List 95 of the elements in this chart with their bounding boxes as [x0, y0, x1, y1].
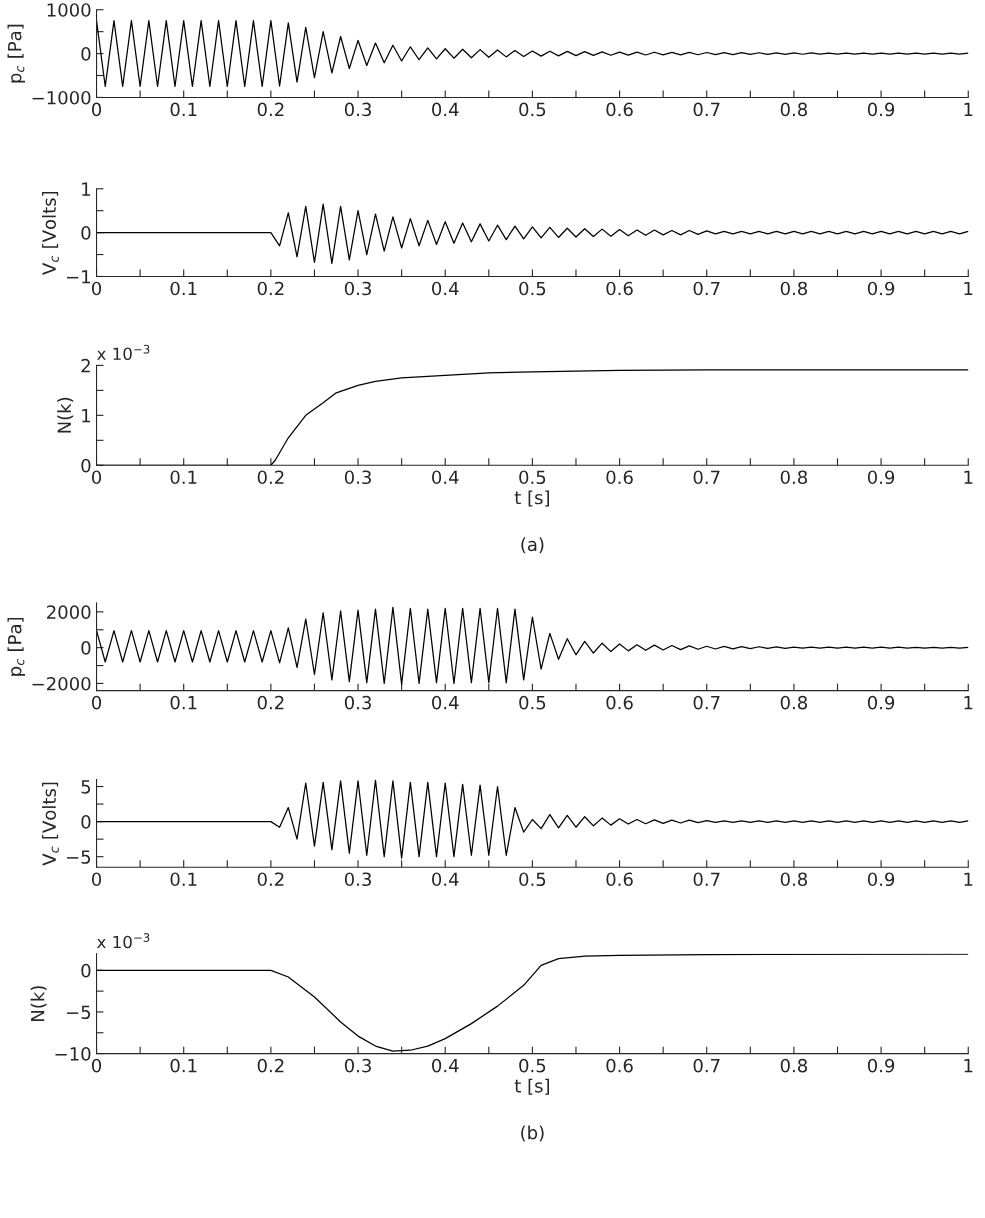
x-tick-label: 1 — [964, 470, 973, 484]
y-tick-label: 2 — [81, 358, 90, 373]
x-tick-label: 0.5 — [519, 1058, 546, 1073]
x-tick-label: 0.1 — [170, 1058, 197, 1073]
x-tick-label: 0.8 — [780, 102, 808, 117]
x-tick-label: 0.8 — [780, 1058, 808, 1073]
x-tick-label: 0.8 — [780, 281, 808, 296]
x-tick-label: 0.3 — [344, 102, 371, 117]
text: (b) — [521, 1125, 544, 1142]
x-tick-label: 0.9 — [867, 1058, 895, 1073]
x-tick-label: 0.7 — [693, 102, 720, 117]
x-tick-label: 1 — [964, 696, 973, 710]
x-tick-label: 0.7 — [693, 1058, 720, 1073]
x-tick-label: 1 — [964, 1058, 973, 1073]
x-tick-label: 0.3 — [344, 1058, 371, 1073]
text: x 10$^{−3}$ — [97, 933, 150, 949]
x-tick-label: 0.4 — [432, 695, 459, 710]
x-tick-label: 0.9 — [867, 695, 895, 710]
x-tick-label: 0.7 — [693, 872, 720, 887]
y-tick-label: 5 — [81, 780, 91, 794]
line-series — [96, 606, 969, 685]
x-tick-label: 0.4 — [432, 102, 459, 117]
x-tick-label: 0.6 — [606, 695, 633, 710]
x-tick-label: 0.2 — [257, 872, 284, 887]
x-tick-label: 0.7 — [693, 281, 720, 296]
y-tick-label: 1 — [82, 182, 90, 196]
y-axis-title: p$_{c}$ [Pa] — [7, 617, 25, 676]
x-tick-label: 0.3 — [344, 281, 371, 296]
y-tick-label: −2000 — [32, 676, 91, 691]
y-axis-title: p$_{c}$ [Pa] — [7, 24, 25, 83]
y-tick-label: −1 — [66, 270, 90, 284]
x-tick-label: 0.2 — [257, 1058, 284, 1073]
y-axis-title: V$_{c}$ [Volts] — [42, 782, 59, 866]
y-axis-title: V$_{c}$ [Volts] — [42, 191, 59, 275]
x-tick-label: 0.6 — [606, 281, 633, 296]
x-tick-label: 0.2 — [257, 281, 284, 296]
line-series — [96, 20, 969, 88]
x-tick-label: 0.8 — [780, 872, 808, 887]
x-tick-label: 0.4 — [432, 281, 459, 296]
x-tick-label: 0.5 — [519, 281, 546, 296]
text: x 10$^{−3}$ — [97, 344, 150, 361]
x-tick-label: 0.5 — [519, 872, 546, 887]
x-tick-label: 0.4 — [432, 872, 459, 887]
x-tick-label: 0.9 — [867, 470, 895, 485]
y-tick-label: −1000 — [32, 90, 91, 105]
x-tick-label: 0.4 — [432, 470, 459, 485]
x-tick-label: 0.3 — [344, 872, 371, 887]
y-tick-label: 0 — [81, 226, 91, 240]
y-tick-label: −10 — [55, 1047, 91, 1061]
x-tick-label: 0.8 — [780, 470, 808, 485]
x-tick-label: 0.9 — [867, 102, 895, 117]
y-tick-label: 0 — [81, 963, 91, 978]
x-tick-label: 0.2 — [257, 695, 284, 710]
x-tick-label: 0.1 — [170, 695, 197, 710]
line-series — [96, 779, 969, 859]
text: (a) — [521, 537, 544, 554]
y-tick-label: 1000 — [47, 3, 91, 17]
x-tick-label: 0.3 — [344, 695, 371, 710]
x-tick-label: 0.1 — [170, 872, 197, 887]
x-tick-label: 1 — [964, 872, 973, 886]
x-tick-label: 0.1 — [170, 281, 197, 296]
x-tick-label: 0.1 — [170, 102, 197, 117]
x-tick-label: 0.5 — [519, 470, 546, 485]
y-axis-title: N(k) — [57, 397, 74, 433]
x-tick-label: 0.5 — [519, 102, 546, 117]
y-tick-label: 0 — [81, 458, 91, 473]
x-tick-label: 0.3 — [344, 470, 371, 485]
x-axis-title: t [s] — [514, 1078, 549, 1095]
x-tick-label: 0.2 — [257, 102, 284, 117]
x-tick-label: 0.9 — [867, 281, 895, 296]
y-tick-label: 2000 — [47, 605, 91, 619]
x-tick-label: 0.2 — [257, 470, 284, 485]
x-tick-label: 0.8 — [780, 695, 808, 710]
x-tick-label: 0.4 — [432, 1058, 459, 1073]
y-axis-title: N(k) — [30, 986, 47, 1021]
x-axis-title: t [s] — [514, 490, 549, 507]
x-tick-label: 0.9 — [867, 872, 895, 887]
x-tick-label: 0.1 — [170, 470, 197, 485]
x-tick-label: 0.6 — [606, 1058, 633, 1073]
x-tick-label: 1 — [964, 102, 973, 117]
y-tick-label: 1 — [82, 409, 90, 423]
y-tick-label: −5 — [66, 850, 91, 864]
line-series — [96, 953, 969, 1052]
line-series — [96, 203, 969, 264]
x-tick-label: 0.5 — [519, 695, 546, 710]
x-tick-label: 0.7 — [693, 695, 720, 710]
y-tick-label: 0 — [81, 815, 91, 829]
y-tick-label: 0 — [81, 47, 91, 61]
x-tick-label: 0.6 — [606, 470, 633, 485]
x-tick-label: 0.7 — [693, 470, 720, 485]
x-tick-label: 0.6 — [606, 102, 633, 117]
y-tick-label: −5 — [66, 1005, 91, 1020]
x-tick-label: 0.6 — [606, 872, 633, 887]
y-tick-label: 0 — [81, 641, 91, 655]
x-tick-label: 1 — [964, 281, 973, 296]
